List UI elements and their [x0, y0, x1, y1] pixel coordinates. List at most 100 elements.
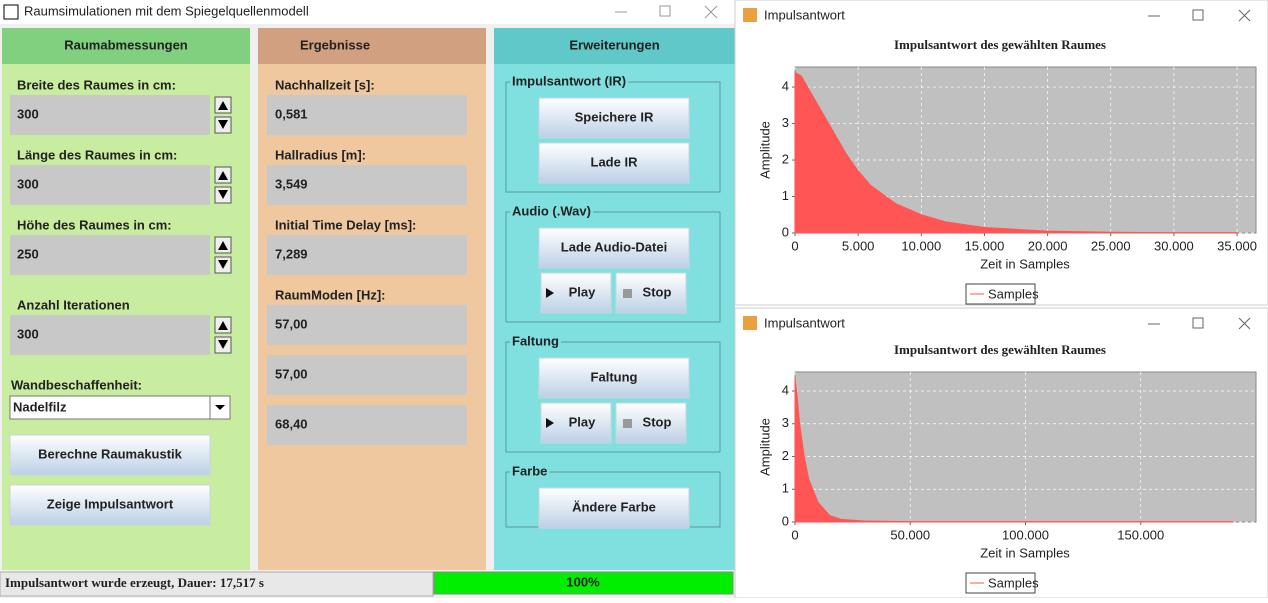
result-box	[267, 355, 467, 395]
y-tick-label: 0	[782, 513, 789, 528]
panel-header-text: Erweiterungen	[569, 37, 659, 52]
result-box	[267, 95, 467, 135]
button[interactable]	[538, 227, 690, 269]
x-axis-label: Zeit in Samples	[980, 545, 1070, 560]
x-tick-label: 35.000	[1217, 238, 1257, 253]
y-tick-label: 1	[782, 481, 789, 496]
y-tick-label: 4	[782, 382, 789, 397]
y-tick-label: 0	[782, 224, 789, 239]
result-label: Initial Time Delay [ms]:	[275, 217, 416, 232]
window-title: Impulsantwort	[764, 315, 845, 330]
x-tick-label: 20.000	[1028, 238, 1068, 253]
result-label: Nachhallzeit [s]:	[275, 77, 375, 92]
x-axis-label: Zeit in Samples	[980, 256, 1070, 271]
y-tick-label: 2	[782, 448, 789, 463]
input-value: 250	[17, 246, 39, 261]
app-icon	[743, 316, 757, 330]
group-title: Impulsantwort (IR)	[512, 73, 626, 88]
button-label: Lade Audio-Datei	[561, 239, 667, 254]
input-box	[10, 95, 210, 135]
app-icon	[3, 4, 19, 20]
window-controls	[1148, 317, 1251, 330]
legend-label: Samples	[988, 575, 1039, 590]
panel-header-text: Ergebnisse	[300, 37, 370, 52]
group-title-bg	[510, 335, 561, 349]
button[interactable]	[538, 487, 690, 529]
combo-value: Nadelfilz	[13, 399, 67, 414]
progress-text: 100%	[566, 574, 600, 589]
button[interactable]	[9, 484, 211, 526]
window-controls	[1148, 9, 1251, 22]
input-box	[10, 165, 210, 205]
input-box	[10, 315, 210, 355]
x-tick-label: 50.000	[890, 527, 930, 542]
result-box	[267, 405, 467, 445]
combo-arrow	[215, 405, 225, 410]
legend-box	[965, 283, 1036, 305]
group-title: Farbe	[512, 463, 547, 478]
button[interactable]	[538, 142, 690, 184]
result-label: Hallradius [m]:	[275, 147, 366, 162]
x-tick-label: 10.000	[901, 238, 941, 253]
button-label: Berechne Raumakustik	[38, 446, 183, 461]
result-value: 7,289	[275, 246, 308, 261]
field-label: Höhe des Raumes in cm:	[17, 217, 172, 232]
result-box	[267, 165, 467, 205]
y-axis-label: Amplitude	[757, 418, 772, 476]
spin-arrows	[218, 241, 228, 269]
button-label: Stop	[643, 284, 672, 299]
group-box	[505, 211, 721, 323]
x-tick-label: 25.000	[1091, 238, 1131, 253]
field-label: Breite des Raumes in cm:	[17, 77, 176, 92]
combo-label: Wandbeschaffenheit:	[11, 377, 142, 392]
window-title: Impulsantwort	[764, 7, 845, 22]
result-value: 0,581	[275, 106, 308, 121]
button[interactable]	[9, 434, 211, 476]
window-title: Raumsimulationen mit dem Spiegelquellenm…	[24, 3, 309, 18]
spin-arrows	[218, 171, 228, 199]
x-tick-label: 0	[791, 527, 798, 542]
panel-header	[494, 28, 735, 64]
button-label: Zeige Impulsantwort	[47, 496, 174, 511]
chart-title: Impulsantwort des gewählten Raumes	[894, 37, 1106, 52]
panel-header	[258, 28, 486, 64]
x-tick-label: 15.000	[965, 238, 1005, 253]
button-label: Faltung	[591, 369, 638, 384]
result-value: 68,40	[275, 416, 308, 431]
x-tick-label: 5.000	[842, 238, 875, 253]
group-box	[505, 341, 721, 453]
status-message: Impulsantwort wurde erzeugt, Dauer: 17,5…	[5, 575, 264, 590]
x-tick-label: 150.000	[1117, 527, 1164, 542]
stop-icon	[623, 419, 632, 428]
result-value: 3,549	[275, 176, 308, 191]
window-controls	[615, 5, 718, 19]
stop-icon	[623, 289, 632, 298]
play-icon	[546, 418, 554, 428]
field-label: Anzahl Iterationen	[17, 297, 130, 312]
y-axis-label: Amplitude	[757, 121, 772, 179]
button[interactable]	[538, 97, 690, 139]
y-tick-label: 3	[782, 115, 789, 130]
result-value: 57,00	[275, 366, 308, 381]
group-title-bg	[510, 465, 550, 479]
button-label: Speichere IR	[575, 109, 654, 124]
button-label: Stop	[643, 414, 672, 429]
group-title: Faltung	[512, 333, 559, 348]
button-label: Lade IR	[591, 154, 639, 169]
impulse-area	[794, 377, 1234, 523]
legend-label: Samples	[988, 286, 1039, 301]
x-tick-label: 30.000	[1154, 238, 1194, 253]
status-bar	[0, 571, 434, 597]
y-tick-label: 3	[782, 415, 789, 430]
result-box	[267, 235, 467, 275]
result-box	[267, 305, 467, 345]
group-title-bg	[510, 205, 593, 219]
button[interactable]	[538, 357, 690, 399]
result-label: RaumModen [Hz]:	[275, 287, 386, 302]
input-value: 300	[17, 176, 39, 191]
impulse-area	[794, 71, 1238, 234]
y-tick-label: 1	[782, 188, 789, 203]
panel-header-text: Raumabmessungen	[64, 37, 188, 52]
